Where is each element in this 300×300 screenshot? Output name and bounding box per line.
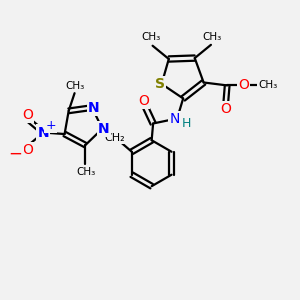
Text: O: O <box>238 78 249 92</box>
Text: +: + <box>45 119 56 132</box>
Text: N: N <box>169 112 179 126</box>
Text: CH₂: CH₂ <box>105 133 125 142</box>
Text: O: O <box>220 102 231 116</box>
Text: CH₃: CH₃ <box>76 167 96 177</box>
Text: O: O <box>22 108 33 122</box>
Text: N: N <box>38 126 49 140</box>
Text: N: N <box>98 122 110 136</box>
Text: S: S <box>155 77 165 91</box>
Text: CH₃: CH₃ <box>258 80 277 90</box>
Text: −: − <box>8 145 22 163</box>
Text: O: O <box>138 94 149 107</box>
Text: CH₃: CH₃ <box>203 32 222 42</box>
Text: N: N <box>88 100 99 115</box>
Text: CH₃: CH₃ <box>65 81 84 91</box>
Text: CH₃: CH₃ <box>142 32 161 43</box>
Text: O: O <box>22 143 33 157</box>
Text: H: H <box>182 117 191 130</box>
